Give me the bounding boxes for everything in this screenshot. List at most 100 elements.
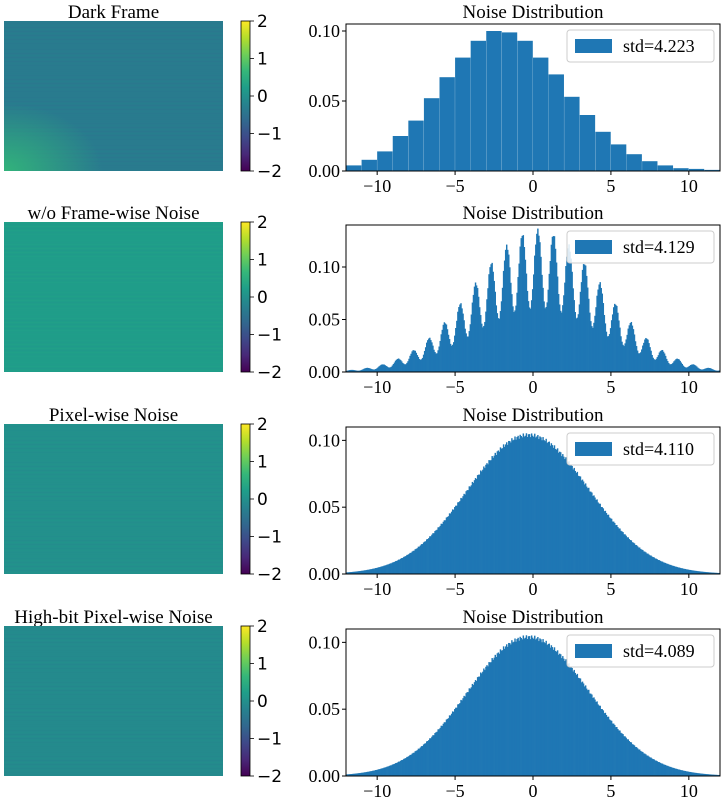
histogram-bar [474,282,477,372]
histogram-bar [375,769,377,776]
histogram-bar [383,767,385,776]
histogram-bar [635,346,638,372]
histogram-bar [503,446,506,574]
histogram-bar [442,723,445,776]
histogram-bar [483,325,485,372]
histogram-bar [505,644,508,776]
histogram-bar [378,366,380,372]
histogram-bar [626,739,628,776]
histogram-bar [381,768,383,776]
histogram-bar [552,649,555,776]
histogram-bar [682,365,685,372]
noise-image-stripe [4,504,223,505]
noise-image-stripe [4,644,223,645]
histogram-bar [454,335,456,372]
noise-image-stripe [4,286,223,287]
noise-image-stripe [4,538,223,539]
histogram-bar [533,57,549,171]
histogram-bar [714,370,717,372]
histogram-bar [550,244,553,372]
histogram-bar [625,535,627,574]
histogram-bar [451,344,454,372]
histogram-bar [487,464,489,574]
histogram-bar [584,685,587,776]
noise-image-stripe [4,474,223,475]
noise-image-stripe [4,294,223,295]
noise-image-stripe [4,726,223,727]
noise-image-stripe [4,534,223,535]
histogram-bar [533,436,535,574]
histogram-bar [565,659,567,776]
histogram-bar [636,546,639,574]
histogram-bar [463,493,465,574]
histogram-bar [414,350,417,372]
noise-image-stripe [4,732,223,733]
noise-image-stripe [4,642,223,643]
histogram-bar [713,572,716,574]
histogram-bar [391,764,394,776]
noise-image-stripe [4,276,223,277]
histogram-bar [651,354,653,372]
noise-image-stripe [4,716,223,717]
histogram-bar [549,647,552,776]
histogram-bar [476,288,479,372]
histogram-bar [600,709,602,776]
histogram-bar [614,303,616,372]
histogram-bar [494,291,496,372]
histogram-bar [400,558,402,574]
histogram-bar [434,531,436,574]
histogram-bar [523,638,526,776]
histogram-bar [432,533,434,574]
histogram-bar [509,441,511,574]
histogram-bar [556,276,559,372]
histogram-bar [408,553,410,574]
histogram-bar [377,769,379,776]
histogram-bar [517,637,519,776]
histogram-bar [577,677,580,776]
histogram-bar [668,766,670,776]
histogram-bar [546,645,548,776]
histogram-bar [633,543,636,574]
histogram-bar [408,358,410,372]
histogram-bar [489,460,491,574]
histogram-bar [699,571,701,574]
histogram-bar [545,640,547,776]
histogram-bar [524,259,527,372]
histogram-bar [473,480,476,574]
histogram-bar [415,352,418,372]
histogram-bar [540,639,542,776]
histogram-bar [507,249,509,372]
histogram-bar [437,350,439,372]
histogram-bar [561,312,563,372]
histogram-bar [554,448,557,574]
histogram-bar [571,667,573,776]
histogram-bar [435,530,437,574]
histogram-bar [475,478,478,574]
histogram-bar [550,645,553,776]
histogram-bar [495,656,498,776]
histogram-bar [553,445,556,574]
histogram-bar [641,349,643,372]
histogram-bar [362,570,365,574]
histogram-bar [460,303,462,372]
histogram-bar [480,470,482,574]
histogram-bar [637,547,640,574]
histogram-bar [674,566,676,574]
histogram-bar [368,368,371,372]
histogram-bar [431,736,433,776]
histogram-bar [630,742,633,776]
histogram-bar [526,436,529,574]
histogram-bar [458,704,460,776]
histogram-bar [541,274,543,372]
histogram-bar [587,488,589,574]
histogram-bar [427,741,429,776]
histogram-bar [515,305,517,372]
histogram-bar [670,564,672,574]
histogram-bar [691,772,694,776]
colorbar: 2 1 0 −1 −2 [240,12,282,182]
histogram-bar [590,693,592,776]
chart-title: Noise Distribution [463,203,604,224]
histogram-bar [388,367,391,372]
histogram-bar [348,572,350,574]
histogram-bar [634,544,637,574]
